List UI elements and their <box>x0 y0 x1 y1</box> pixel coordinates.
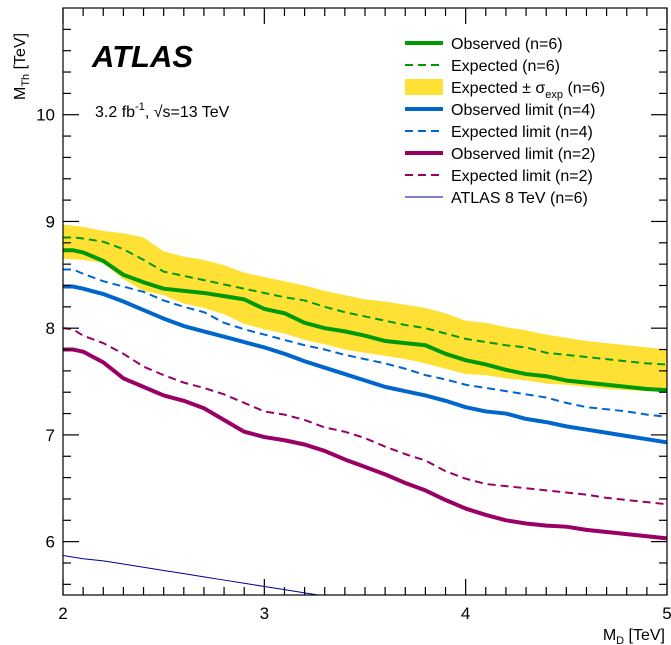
x-tick-label: 4 <box>461 604 470 623</box>
series-line-expected-limit-n-2 <box>63 327 667 506</box>
legend-label: Expected (n=6) <box>451 58 560 75</box>
legend-entry: Expected limit (n=4) <box>405 124 593 141</box>
x-tick-label: 2 <box>58 604 67 623</box>
y-tick-label: 6 <box>46 533 55 552</box>
series-line-expected-n-6 <box>63 236 667 366</box>
y-tick-label: 9 <box>46 212 55 231</box>
legend-entry: Observed limit (n=4) <box>405 102 596 119</box>
legend-entry: Observed (n=6) <box>405 36 563 53</box>
legend-label: Observed limit (n=2) <box>451 146 596 163</box>
legend-label: Expected limit (n=4) <box>451 124 593 141</box>
series-line-atlas-8-tev-n-6 <box>63 555 322 595</box>
legend-entry: Expected (n=6) <box>405 58 560 75</box>
luminosity-exponent: -1 <box>135 101 145 113</box>
axis-ticks: 2 3 4 5 6 7 8 9 10 <box>36 8 671 623</box>
y-axis-title: MTh [TeV] <box>12 33 32 100</box>
legend-label: ATLAS 8 TeV (n=6) <box>451 190 588 207</box>
y-tick-label: 7 <box>46 426 55 445</box>
x-tick-label: 3 <box>260 604 269 623</box>
expected-sigma-band <box>63 224 667 393</box>
legend-label: Observed limit (n=4) <box>451 102 596 119</box>
luminosity-label: 3.2 fb-1, √s=13 TeV <box>95 101 230 121</box>
x-axis-title: MD [TeV] <box>603 627 665 645</box>
legend-swatch-band <box>405 79 443 95</box>
x-tick-label: 5 <box>662 604 671 623</box>
plot-area <box>63 224 667 595</box>
series-line-observed-limit-n-4 <box>63 284 667 445</box>
y-tick-label: 8 <box>46 319 55 338</box>
series-line-observed-n-6 <box>63 248 667 393</box>
legend-entry: ATLAS 8 TeV (n=6) <box>405 190 588 207</box>
legend-entry: Observed limit (n=2) <box>405 146 596 163</box>
experiment-label: ATLAS <box>91 39 193 74</box>
legend-entry: Expected limit (n=2) <box>405 168 593 185</box>
series-line-expected-limit-n-4 <box>63 268 667 418</box>
legend-label: Expected limit (n=2) <box>451 168 593 185</box>
series-line-observed-limit-n-2 <box>63 347 667 541</box>
energy-text: , √s=13 TeV <box>145 104 230 121</box>
legend-label: Observed (n=6) <box>451 36 563 53</box>
luminosity-value: 3.2 fb <box>95 104 135 121</box>
legend-entry: Expected ± σexp (n=6) <box>405 79 605 101</box>
legend-label: Expected ± σexp (n=6) <box>451 80 605 101</box>
legend: Observed (n=6) Expected (n=6) Expected ± σ… <box>405 36 605 207</box>
y-tick-label: 10 <box>36 106 55 125</box>
